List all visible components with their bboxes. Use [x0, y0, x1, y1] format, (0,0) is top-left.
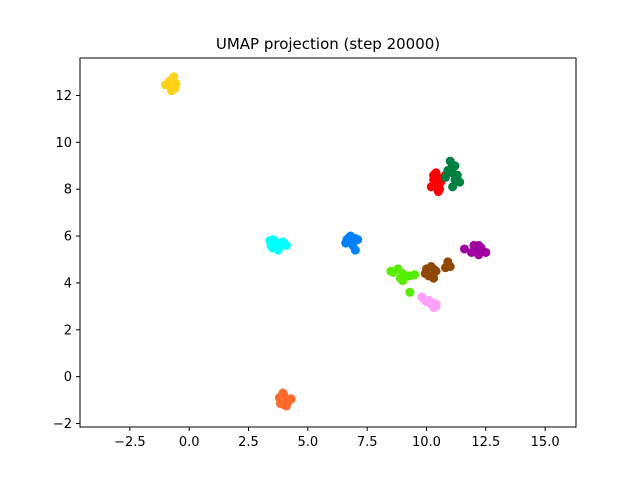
x-tick-label: −2.5: [114, 435, 146, 450]
scatter-point: [398, 276, 408, 286]
scatter-point: [430, 265, 440, 275]
x-tick-label: 7.5: [357, 435, 378, 450]
y-tick-label: 4: [64, 276, 72, 291]
chart-title: UMAP projection (step 20000): [216, 35, 440, 53]
scatter-point: [435, 184, 445, 194]
scatter-point: [431, 168, 441, 178]
x-tick-label: 0.0: [179, 435, 200, 450]
scatter-point: [429, 175, 439, 185]
y-tick-label: 8: [64, 183, 72, 198]
scatter-point: [168, 82, 178, 92]
y-tick-label: 2: [64, 323, 72, 338]
scatter-point: [469, 246, 479, 256]
scatter-point: [448, 182, 458, 192]
x-tick-label: 15.0: [531, 435, 560, 450]
scatter-point: [278, 237, 288, 247]
scatter-point: [353, 235, 363, 245]
y-tick-label: 0: [64, 370, 72, 385]
y-tick-label: 6: [64, 230, 72, 245]
scatter-point: [350, 245, 360, 255]
scatter-point: [273, 245, 283, 255]
axes-frame: [79, 57, 577, 428]
x-tick-label: 2.5: [238, 435, 259, 450]
scatter-point: [481, 247, 491, 257]
x-tick-label: 10.0: [412, 435, 441, 450]
y-tick-label: −2: [53, 417, 72, 432]
scatter-point: [274, 393, 284, 403]
scatter-point: [271, 238, 281, 248]
scatter-point: [283, 397, 293, 407]
y-tick-label: 10: [55, 136, 72, 151]
scatter-point: [450, 175, 460, 185]
scatter-point: [420, 269, 430, 279]
scatter-point: [445, 262, 455, 272]
scatter-point: [440, 172, 450, 182]
scatter-point: [427, 298, 437, 308]
scatter-point: [388, 267, 398, 277]
plot-area: [160, 72, 491, 411]
scatter-point: [410, 270, 420, 280]
scatter-point: [446, 163, 456, 173]
axis-ticks: −2.5 0.0 2.5 5.0 7.5 10.0 12.5 15.0 −2 0 2 4 6 8 10 12: [53, 89, 560, 450]
scatter-point: [459, 244, 469, 254]
scatter-point: [405, 287, 415, 297]
y-tick-label: 12: [55, 89, 72, 104]
scatter-point: [419, 294, 429, 304]
scatter-point: [426, 182, 436, 192]
x-tick-label: 5.0: [297, 435, 318, 450]
x-tick-label: 12.5: [471, 435, 500, 450]
